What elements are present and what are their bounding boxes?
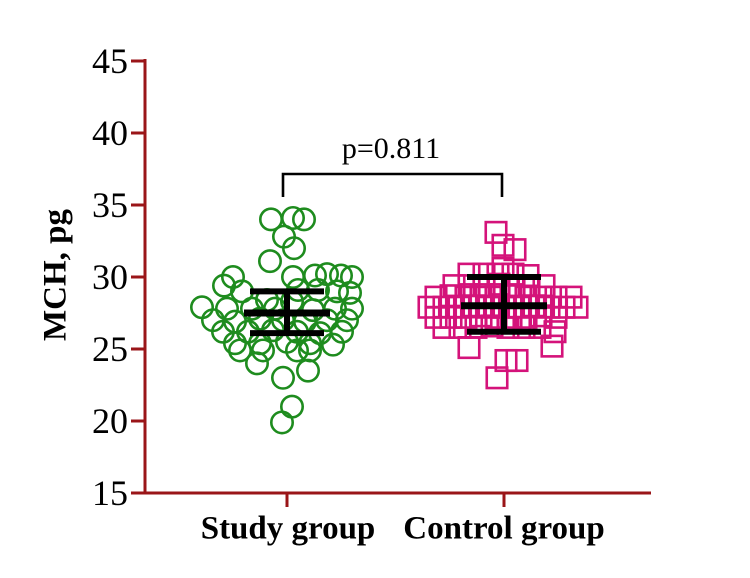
p-value-label: p=0.811 bbox=[341, 132, 441, 165]
data-point-circle bbox=[337, 280, 362, 305]
y-tick-label: 40 bbox=[92, 113, 128, 153]
x-category-control-group: Control group bbox=[403, 510, 605, 547]
data-point-circle bbox=[257, 249, 282, 274]
data-point-circle bbox=[302, 263, 327, 288]
data-point-circle bbox=[269, 410, 294, 435]
data-point-square bbox=[540, 334, 564, 358]
data-point-square bbox=[503, 238, 527, 262]
data-point-circle bbox=[280, 264, 305, 289]
data-point-circle bbox=[324, 279, 349, 304]
data-point-circle bbox=[270, 365, 295, 390]
data-point-circle bbox=[212, 273, 237, 298]
data-point-circle bbox=[245, 351, 270, 376]
data-point-circle bbox=[329, 319, 354, 344]
data-point-circle bbox=[190, 295, 215, 320]
y-tick-label: 15 bbox=[92, 473, 128, 513]
data-point-square bbox=[543, 320, 567, 344]
data-point-square bbox=[512, 315, 536, 339]
data-point-square bbox=[528, 315, 552, 339]
data-point-circle bbox=[339, 296, 364, 321]
data-point-circle bbox=[223, 331, 248, 356]
y-tick-label: 35 bbox=[92, 185, 128, 225]
data-point-circle bbox=[284, 338, 309, 363]
y-tick-label: 25 bbox=[92, 329, 128, 369]
data-point-square bbox=[496, 315, 520, 339]
data-point-square bbox=[505, 348, 529, 373]
data-point-circle bbox=[295, 358, 320, 383]
x-category-study-group: Study group bbox=[200, 510, 376, 547]
data-point-circle bbox=[334, 308, 359, 333]
y-tick-label: 45 bbox=[92, 41, 128, 81]
data-point-square bbox=[457, 336, 481, 360]
data-point-square bbox=[484, 220, 508, 244]
y-tick-label: 20 bbox=[92, 401, 128, 441]
data-point-circle bbox=[320, 332, 345, 357]
data-point-circle bbox=[281, 236, 306, 261]
data-point-circle bbox=[251, 338, 276, 363]
data-point-circle bbox=[339, 264, 364, 289]
comparison-bracket bbox=[281, 172, 504, 197]
data-point-circle bbox=[280, 205, 305, 230]
y-tick-label: 30 bbox=[92, 257, 128, 297]
data-point-circle bbox=[291, 207, 316, 232]
data-point-square bbox=[491, 233, 515, 257]
data-point-square bbox=[432, 315, 456, 339]
data-point-square bbox=[485, 366, 509, 390]
data-point-circle bbox=[279, 394, 304, 419]
data-point-circle bbox=[228, 338, 253, 363]
